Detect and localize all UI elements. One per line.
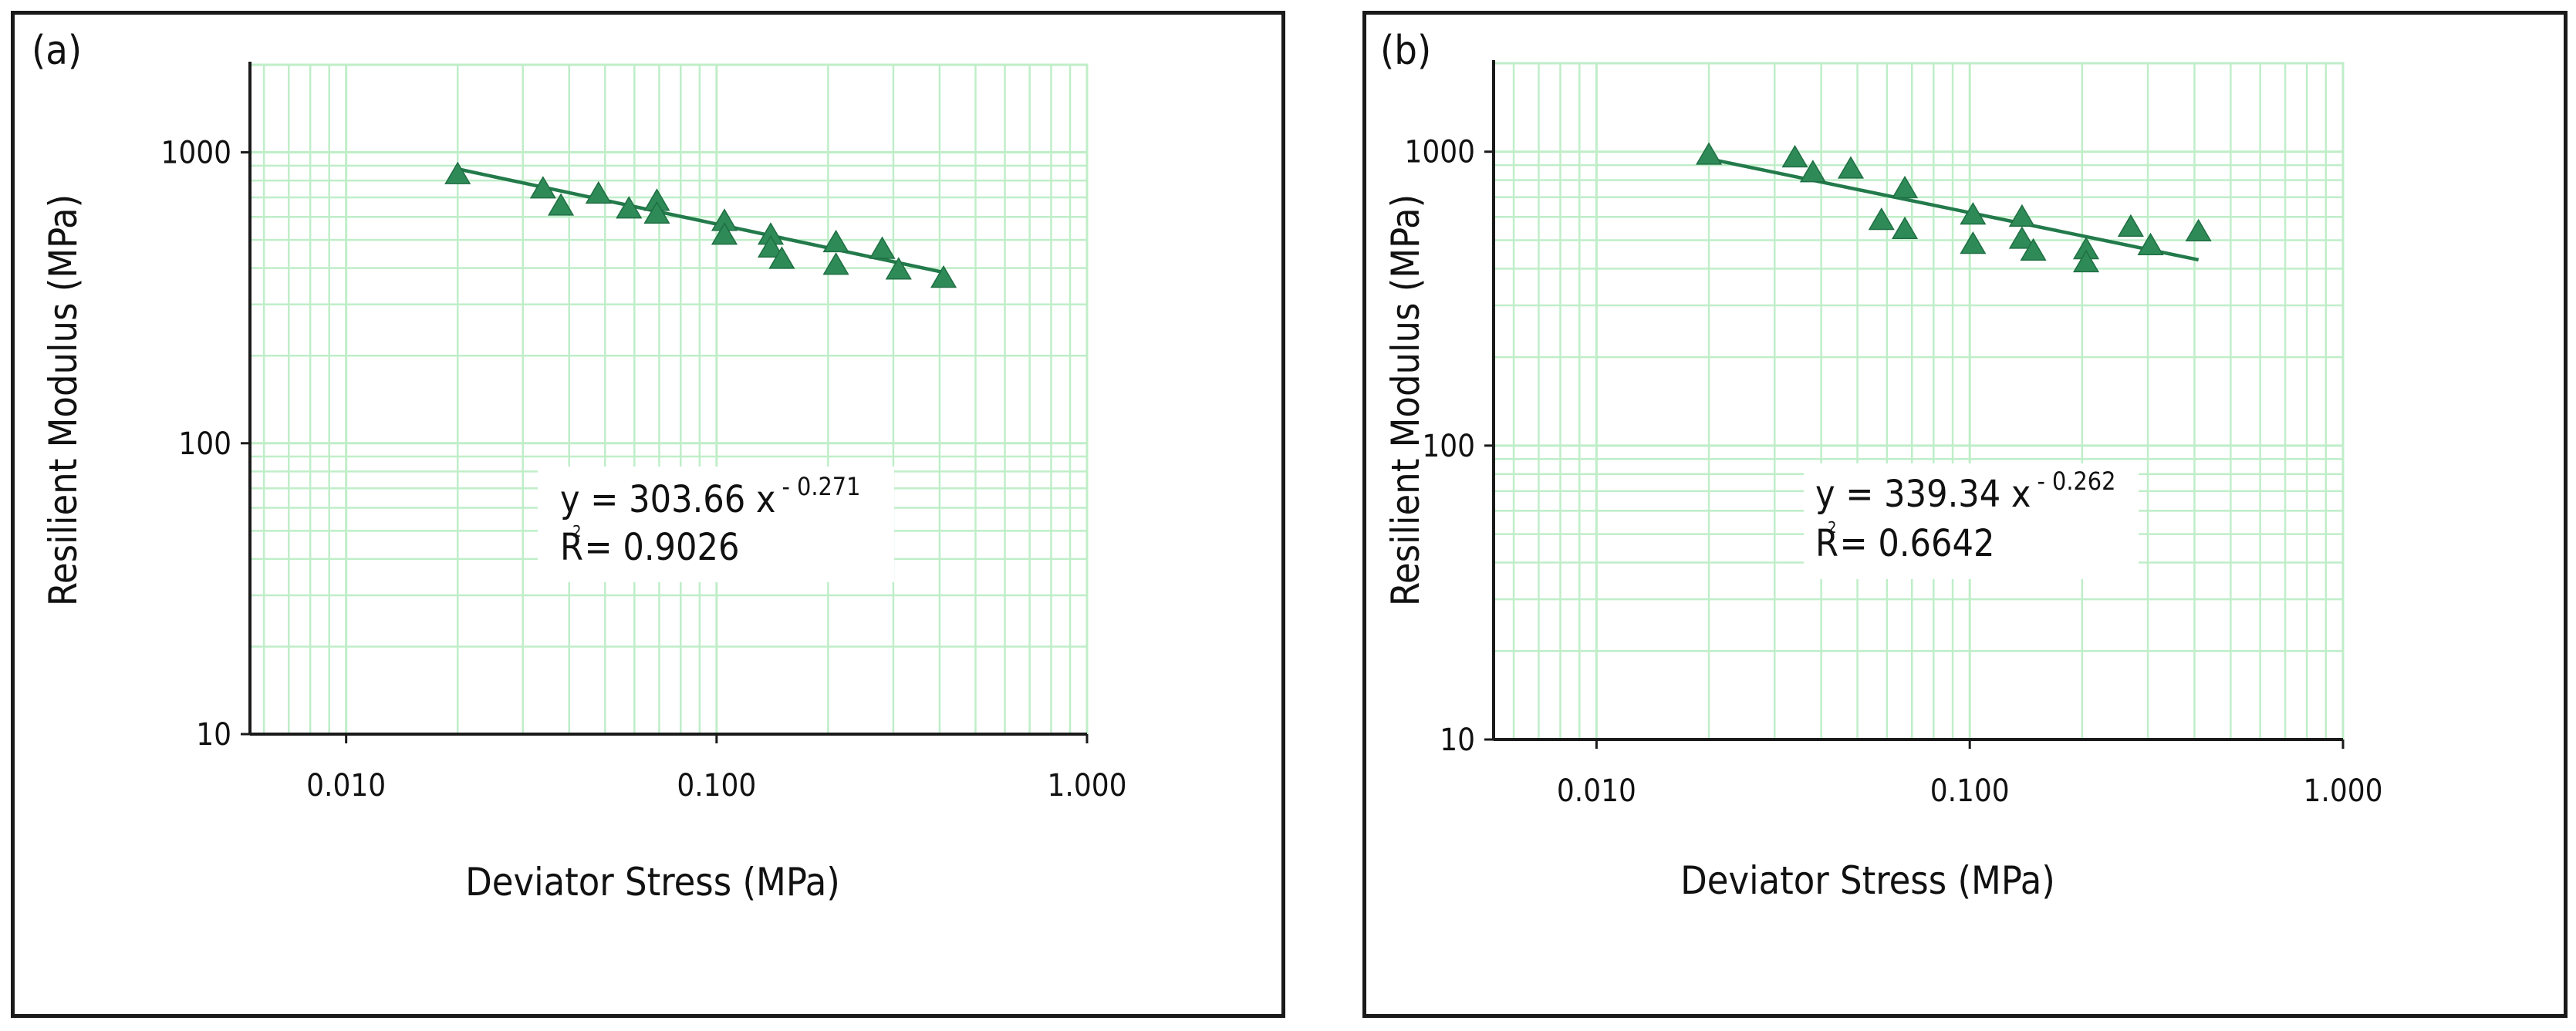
r-squared-superscript: 2 (572, 522, 581, 541)
grid-lines (1494, 62, 2345, 741)
x-tick-label: 0.100 (1930, 773, 2010, 809)
data-point-triangle (1891, 175, 1919, 199)
equation-exponent: - 0.262 (2037, 467, 2115, 496)
y-tick-label: 10 (196, 717, 231, 753)
data-point-triangle (2137, 232, 2164, 255)
x-tick-label: 1.000 (1048, 768, 1127, 804)
data-point-triangle (643, 200, 670, 224)
data-point-triangle (585, 180, 612, 204)
y-tick-label: 1000 (1404, 135, 1475, 170)
data-point-triangle (1781, 144, 1808, 168)
trendline (1708, 157, 2200, 262)
grid-lines (250, 63, 1089, 736)
data-point-triangle (1799, 160, 1826, 183)
r-squared: R2= 0.9026 (560, 522, 739, 569)
data-point-triangle (885, 257, 912, 280)
chart-panel-b: 0.010 0.100 1.000 10 100 1000 y = 339.34 x- 0.… (1362, 11, 2568, 1018)
r-squared-value: = 0.6642 (1839, 522, 1994, 565)
equation-box (538, 467, 894, 582)
data-point-triangle (822, 252, 849, 275)
data-point-triangle (869, 236, 896, 259)
data-point-triangle (1891, 216, 1919, 239)
x-tick-label: 0.100 (677, 768, 756, 804)
equation-exponent: - 0.271 (782, 472, 860, 501)
data-point-triangle (1960, 202, 1987, 225)
data-point-triangle (2020, 238, 2047, 261)
data-point-triangle (757, 234, 785, 258)
data-point-triangle (1837, 156, 1865, 179)
y-tick-label: 100 (1422, 429, 1475, 464)
r-squared-label: R (1815, 522, 1838, 565)
data-point-triangle (2185, 218, 2212, 242)
panel-label: (a) (32, 28, 82, 74)
equation-main: y = 303.66 x (560, 478, 775, 521)
data-point-triangle (1960, 231, 1987, 254)
data-point-triangle (711, 222, 738, 245)
r-squared: R2= 0.6642 (1815, 518, 1994, 565)
data-point-triangle (1868, 207, 1895, 231)
x-axis-title: Deviator Stress (MPa) (1680, 858, 2055, 903)
data-point-triangle (2117, 214, 2144, 237)
x-tick-label: 1.000 (2304, 773, 2383, 809)
trendline-equation: y = 303.66 x- 0.271 (560, 472, 860, 521)
y-tick-label: 1000 (160, 136, 231, 171)
trendline-equation: y = 339.34 x- 0.262 (1815, 467, 2115, 516)
data-point-triangle (2008, 226, 2035, 249)
y-axis-title: Resilient Modulus (MPa) (41, 194, 86, 606)
data-point-triangle (616, 196, 643, 219)
chart-b-svg: 0.010 0.100 1.000 10 100 1000 y = 339.34 x- 0.… (1380, 28, 2383, 903)
r-squared-label: R (560, 526, 583, 569)
equation-box (1804, 463, 2139, 579)
x-axis-title: Deviator Stress (MPa) (465, 860, 840, 905)
y-axis-title: Resilient Modulus (MPa) (1383, 194, 1428, 606)
data-point-triangle (444, 161, 471, 184)
data-point-triangle (2072, 249, 2100, 273)
data-point-triangle (548, 193, 575, 216)
y-tick-label: 100 (178, 426, 231, 462)
chart-a-svg: 0.010 0.100 1.000 10 100 1000 y = 303.66 x- 0.… (32, 28, 1127, 905)
data-point-triangle (2008, 204, 2035, 227)
r-squared-value: = 0.9026 (584, 526, 739, 569)
x-tick-label: 0.010 (306, 768, 386, 804)
data-point-triangle (1695, 142, 1723, 165)
chart-panel-a: 0.010 0.100 1.000 10 100 1000 y = 303.66 x- 0.… (11, 11, 1285, 1018)
x-tick-label: 0.010 (1557, 773, 1636, 809)
panel-label: (b) (1380, 28, 1431, 74)
data-point-triangle (930, 264, 957, 288)
data-point-triangle (768, 246, 795, 269)
data-point-triangle (822, 229, 849, 253)
y-tick-label: 10 (1440, 723, 1475, 758)
data-point-triangle (529, 176, 556, 199)
r-squared-superscript: 2 (1828, 518, 1836, 537)
equation-main: y = 339.34 x (1815, 473, 2031, 516)
